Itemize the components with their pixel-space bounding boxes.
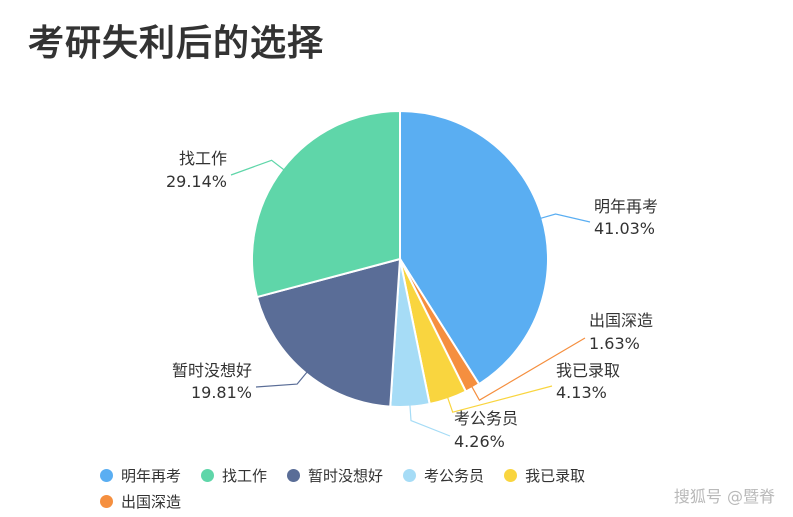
leader-line-4 [409, 404, 451, 437]
slice-value-label: 19.81% [191, 383, 252, 402]
legend-color-dot [100, 494, 113, 508]
legend-color-dot [504, 468, 518, 482]
watermark-text: 搜狐号 @暨脊 [673, 487, 775, 506]
legend-item[interactable]: 明年再考 [100, 465, 181, 486]
legend-item[interactable]: 出国深造 [100, 491, 181, 512]
legend-label: 找工作 [222, 466, 268, 485]
legend-row: 出国深造 [100, 488, 660, 514]
legend-label: 考公务员 [424, 466, 485, 485]
legend-color-dot [201, 468, 215, 482]
leader-line-5 [255, 371, 308, 388]
pie-labels: 明年再考 41.03% 出国深造 1.63% 我已录取 4.13% 考公务员 4.26% 暂时没… [166, 149, 658, 451]
legend-label: 我已录取 [525, 466, 586, 485]
leader-line-6 [230, 159, 285, 176]
legend-item[interactable]: 我已录取 [504, 465, 585, 486]
legend-color-dot [403, 468, 417, 482]
legend-label: 暂时没想好 [308, 466, 384, 485]
leader-line-2 [471, 337, 586, 402]
legend-item[interactable]: 暂时没想好 [287, 465, 383, 486]
slice-value-label: 29.14% [166, 172, 227, 191]
legend-color-dot [100, 468, 113, 482]
leader-line-3 [446, 385, 553, 413]
slice-value-label: 1.63% [589, 334, 640, 353]
chart-title: 考研失利后的选择 [28, 23, 325, 64]
slice-name-label: 出国深造 [589, 311, 653, 330]
slice-value-label: 41.03% [594, 219, 655, 238]
slice-value-label: 4.26% [454, 432, 505, 451]
legend-item[interactable]: 找工作 [201, 465, 267, 486]
legend-item[interactable]: 考公务员 [403, 465, 484, 486]
slice-name-label: 明年再考 [594, 197, 658, 216]
slice-name-label: 暂时没想好 [172, 361, 252, 380]
slice-name-label: 我已录取 [556, 361, 620, 380]
pie-slices [251, 109, 549, 409]
legend-color-dot [287, 468, 301, 482]
slice-name-label: 找工作 [179, 149, 227, 168]
legend-label: 出国深造 [121, 492, 182, 511]
slice-value-label: 4.13% [556, 383, 607, 402]
legend-row: 明年再考 找工作 暂时没想好 考公务员 我已录取 [100, 462, 660, 488]
legend: 明年再考 找工作 暂时没想好 考公务员 我已录取 出国深造 [100, 462, 660, 514]
pie-leader-lines [230, 159, 591, 437]
legend-label: 明年再考 [121, 466, 182, 485]
leader-line-1 [540, 213, 591, 223]
slice-name-label: 考公务员 [454, 409, 518, 428]
